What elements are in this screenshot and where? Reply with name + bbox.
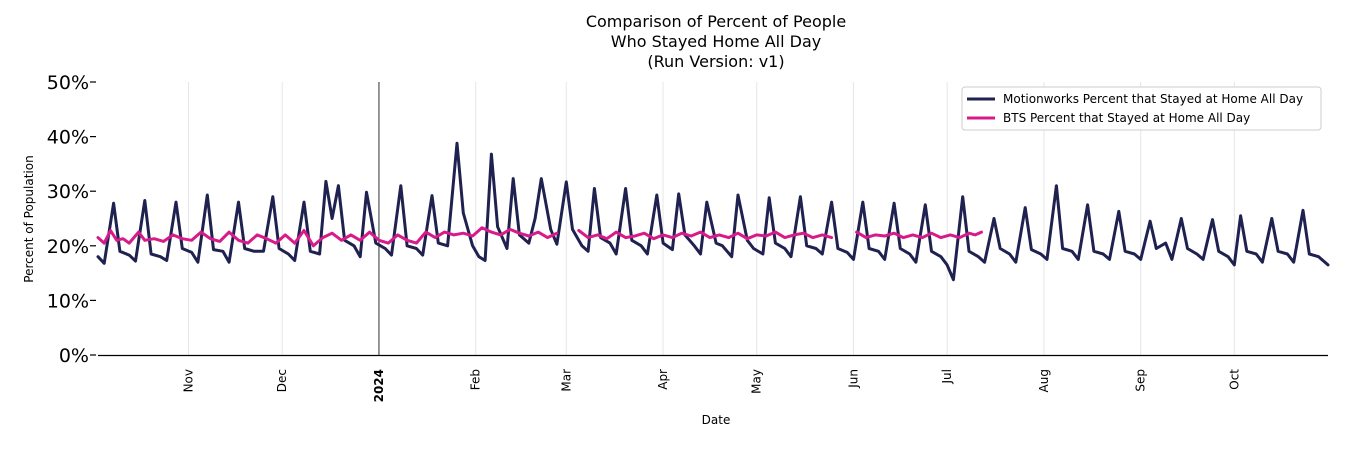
x-tick-label: Jul bbox=[940, 369, 954, 384]
y-tick-label: 30% bbox=[47, 181, 89, 203]
x-tick-label: Apr bbox=[656, 369, 670, 390]
x-tick-label: 2024 bbox=[372, 369, 386, 402]
y-tick-label: 0% bbox=[59, 345, 89, 367]
x-tick-label: Jun bbox=[846, 369, 860, 389]
x-tick-label: Oct bbox=[1227, 369, 1241, 390]
legend-box bbox=[961, 86, 1322, 131]
x-tick-label: Sep bbox=[1134, 369, 1148, 392]
x-tick-label: Nov bbox=[182, 369, 196, 392]
x-tick-label: Mar bbox=[559, 369, 573, 392]
x-tick-label: May bbox=[750, 369, 764, 394]
y-tick-label: 20% bbox=[47, 236, 89, 258]
legend-label-motionworks: Motionworks Percent that Stayed at Home … bbox=[1003, 92, 1303, 106]
chart-title-line-1: Comparison of Percent of People bbox=[585, 12, 847, 31]
chart-title-line-3: (Run Version: v1) bbox=[647, 52, 785, 71]
legend-label-bts: BTS Percent that Stayed at Home All Day bbox=[1003, 111, 1250, 125]
y-tick-label: 10% bbox=[47, 290, 89, 312]
x-axis-label: Date bbox=[702, 413, 731, 427]
y-tick-label: 50% bbox=[47, 72, 89, 94]
series-line-bts bbox=[96, 226, 983, 248]
x-tick-label: Feb bbox=[469, 369, 483, 390]
chart-title-line-2: Who Stayed Home All Day bbox=[610, 32, 822, 51]
legend: Motionworks Percent that Stayed at Home … bbox=[961, 86, 1322, 131]
y-tick-label: 40% bbox=[47, 127, 89, 149]
x-tick-label: Dec bbox=[275, 369, 289, 392]
y-axis-label: Percent of Population bbox=[22, 155, 36, 282]
x-tick-label: Aug bbox=[1037, 369, 1051, 392]
